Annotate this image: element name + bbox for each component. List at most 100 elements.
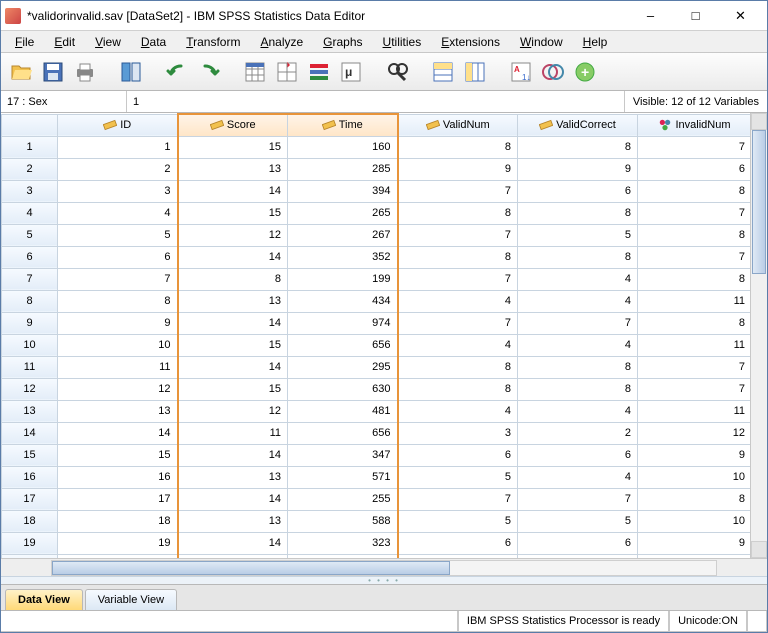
cell[interactable]: 8 [638, 488, 752, 510]
cell[interactable]: 8 [398, 202, 518, 224]
cell[interactable]: 612 [288, 554, 398, 558]
cell[interactable]: 12 [178, 400, 288, 422]
cell[interactable]: 352 [288, 246, 398, 268]
cell[interactable]: 9 [638, 444, 752, 466]
cell[interactable]: 394 [288, 180, 398, 202]
cell[interactable]: 347 [288, 444, 398, 466]
cell[interactable]: 5 [398, 466, 518, 488]
cell[interactable]: 6 [398, 444, 518, 466]
cell[interactable]: 8 [398, 246, 518, 268]
cell[interactable]: 4 [518, 268, 638, 290]
row-header[interactable]: 19 [2, 532, 58, 554]
cell[interactable]: 7 [398, 180, 518, 202]
cell[interactable]: 9 [58, 312, 178, 334]
cell[interactable]: 8 [178, 268, 288, 290]
cell[interactable]: 12 [178, 224, 288, 246]
menu-view[interactable]: View [87, 33, 129, 51]
cell[interactable]: 8 [638, 312, 752, 334]
hscroll-thumb[interactable] [52, 561, 450, 575]
cell[interactable]: 8 [638, 224, 752, 246]
row-header[interactable]: 13 [2, 400, 58, 422]
cell[interactable]: 19 [58, 532, 178, 554]
use-sets-button[interactable]: + [571, 58, 599, 86]
cell[interactable]: 11 [58, 356, 178, 378]
cell[interactable]: 14 [178, 554, 288, 558]
cell[interactable]: 8 [518, 136, 638, 158]
cell[interactable]: 5 [518, 224, 638, 246]
cell[interactable]: 7 [398, 488, 518, 510]
cell[interactable]: 13 [58, 400, 178, 422]
cell[interactable]: 14 [178, 444, 288, 466]
menu-window[interactable]: Window [512, 33, 571, 51]
scroll-thumb[interactable] [752, 130, 766, 274]
minimize-button[interactable]: – [628, 2, 673, 30]
cell[interactable]: 4 [518, 466, 638, 488]
split-file-button[interactable] [429, 58, 457, 86]
cell[interactable]: 4 [398, 400, 518, 422]
cell[interactable]: 13 [178, 290, 288, 312]
cell[interactable]: 2 [58, 158, 178, 180]
maximize-button[interactable]: □ [673, 2, 718, 30]
cell[interactable]: 295 [288, 356, 398, 378]
cell[interactable]: 571 [288, 466, 398, 488]
vertical-scrollbar[interactable] [750, 113, 767, 558]
find-button[interactable] [383, 58, 411, 86]
tab-variable-view[interactable]: Variable View [85, 589, 177, 610]
run-descriptives-button[interactable]: μ [337, 58, 365, 86]
cell[interactable]: 16 [58, 466, 178, 488]
cell[interactable]: 630 [288, 378, 398, 400]
undo-button[interactable] [163, 58, 191, 86]
cell[interactable]: 974 [288, 312, 398, 334]
cell[interactable]: 255 [288, 488, 398, 510]
row-header[interactable]: 18 [2, 510, 58, 532]
cell[interactable]: 434 [288, 290, 398, 312]
cell[interactable]: 15 [178, 136, 288, 158]
cell[interactable]: 11 [178, 422, 288, 444]
cell[interactable]: 12 [58, 378, 178, 400]
menu-file[interactable]: File [7, 33, 42, 51]
cell[interactable]: 3 [58, 180, 178, 202]
cell[interactable]: 18 [58, 510, 178, 532]
cell[interactable]: 6 [518, 444, 638, 466]
cell[interactable]: 13 [178, 158, 288, 180]
row-header[interactable]: 12 [2, 378, 58, 400]
cell[interactable]: 7 [518, 488, 638, 510]
cell[interactable]: 199 [288, 268, 398, 290]
cell[interactable]: 7 [638, 554, 752, 558]
select-cases-button[interactable]: A1↓ [507, 58, 535, 86]
cell[interactable]: 8 [398, 136, 518, 158]
cell[interactable]: 17 [58, 488, 178, 510]
cell[interactable]: 14 [178, 246, 288, 268]
cell[interactable]: 285 [288, 158, 398, 180]
row-header[interactable]: 4 [2, 202, 58, 224]
cell[interactable]: 7 [398, 224, 518, 246]
cell[interactable]: 15 [58, 444, 178, 466]
menu-transform[interactable]: Transform [178, 33, 248, 51]
cell[interactable]: 8 [638, 180, 752, 202]
row-header[interactable]: 11 [2, 356, 58, 378]
cell[interactable]: 8 [638, 268, 752, 290]
open-button[interactable] [7, 58, 35, 86]
cell[interactable]: 6 [638, 158, 752, 180]
cell[interactable]: 323 [288, 532, 398, 554]
data-grid[interactable]: IDScoreTimeValidNumValidCorrectInvalidNu… [1, 113, 752, 558]
cell[interactable]: 8 [518, 202, 638, 224]
cell[interactable]: 7 [638, 378, 752, 400]
cell[interactable]: 9 [398, 158, 518, 180]
cell[interactable]: 3 [398, 422, 518, 444]
cell[interactable]: 10 [638, 466, 752, 488]
cell[interactable]: 14 [178, 312, 288, 334]
cell[interactable]: 5 [518, 510, 638, 532]
cell[interactable]: 6 [518, 180, 638, 202]
cell[interactable]: 14 [178, 488, 288, 510]
cell[interactable]: 7 [638, 202, 752, 224]
cell[interactable]: 7 [638, 136, 752, 158]
cell[interactable]: 656 [288, 334, 398, 356]
scroll-down-icon[interactable] [751, 541, 767, 558]
cell[interactable]: 8 [518, 246, 638, 268]
menu-analyze[interactable]: Analyze [252, 33, 311, 51]
cell-value[interactable]: 1 [127, 91, 625, 112]
row-header[interactable]: 9 [2, 312, 58, 334]
row-header[interactable]: 7 [2, 268, 58, 290]
weight-cases-button[interactable] [461, 58, 489, 86]
